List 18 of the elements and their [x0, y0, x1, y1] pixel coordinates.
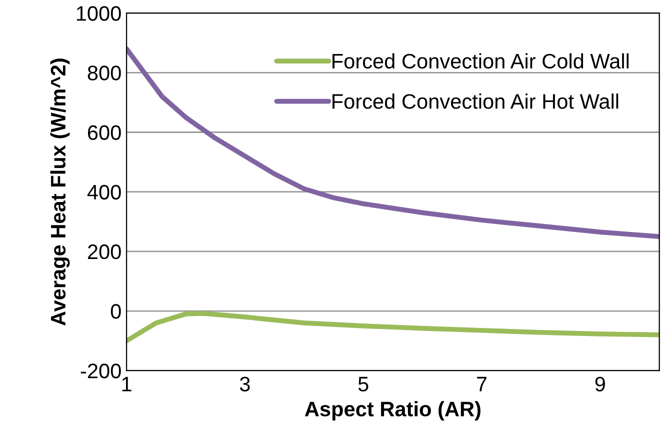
- y-tick-label: 0: [110, 304, 121, 319]
- y-tick-label: 200: [88, 244, 121, 260]
- x-axis-title: Aspect Ratio (AR): [304, 401, 480, 421]
- line-series: [126, 46, 660, 239]
- x-tick-label: 3: [240, 376, 250, 392]
- x-tick-label: 1: [122, 376, 132, 392]
- y-tick-label: 1000: [76, 6, 121, 21]
- y-axis-title: Average Heat Flux (W/m^2): [50, 58, 70, 326]
- line-series: [126, 310, 660, 344]
- x-tick-label: 7: [477, 376, 486, 392]
- y-tick-label: -200: [80, 364, 121, 378]
- x-tick-label: 9: [595, 376, 605, 392]
- legend-label: Forced Convection Air Cold Wall: [332, 53, 629, 69]
- y-tick-label: 400: [87, 184, 121, 200]
- y-tick-label: 600: [88, 125, 121, 140]
- y-tick-label: 800: [88, 66, 121, 80]
- legend-label: Forced Convection Air Hot Wall: [332, 94, 618, 109]
- x-tick-label: 5: [358, 376, 368, 392]
